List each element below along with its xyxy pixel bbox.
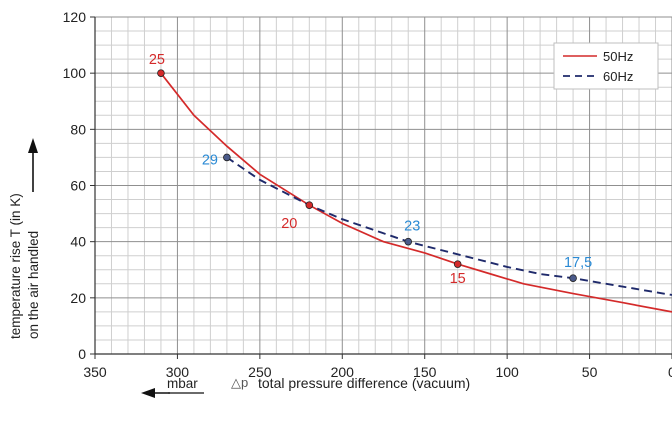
data-point-marker bbox=[157, 69, 165, 77]
x-axis-symbol: △p bbox=[231, 375, 248, 390]
x-tick-label: 150 bbox=[413, 364, 437, 380]
y-tick-label: 20 bbox=[70, 290, 86, 306]
data-point-label: 17,5 bbox=[564, 255, 592, 271]
data-point-label: 29 bbox=[202, 152, 218, 168]
x-tick-label: 100 bbox=[495, 364, 519, 380]
legend-label-50hz: 50Hz bbox=[603, 49, 633, 64]
x-tick-label: 50 bbox=[582, 364, 598, 380]
y-tick-label: 0 bbox=[78, 346, 86, 362]
series-line-50hz bbox=[160, 72, 672, 313]
y-tick-label: 60 bbox=[70, 178, 86, 194]
y-axis-label-line2: on the air handled bbox=[26, 231, 41, 339]
x-tick-labels: 350 300 250 200 150 100 50 0 bbox=[83, 364, 672, 380]
x-tick-label: 200 bbox=[331, 364, 355, 380]
y-tick-label: 120 bbox=[63, 9, 87, 25]
y-tick-label: 80 bbox=[70, 121, 86, 137]
y-axis-arrow-icon bbox=[28, 138, 38, 153]
series-line-60hz bbox=[226, 156, 672, 296]
x-axis-title: mbar △p total pressure difference (vacuu… bbox=[141, 375, 470, 398]
legend-label-60hz: 60Hz bbox=[603, 69, 633, 84]
axes bbox=[90, 16, 672, 359]
data-point-label: 25 bbox=[149, 52, 165, 68]
y-axis-label-line1: temperature rise T (in K) bbox=[8, 193, 23, 339]
data-point-label: 15 bbox=[450, 271, 466, 287]
x-axis-unit: mbar bbox=[167, 376, 198, 391]
y-tick-label: 100 bbox=[63, 65, 87, 81]
x-tick-label: 300 bbox=[166, 364, 190, 380]
x-tick-label: 350 bbox=[83, 364, 107, 380]
legend-box bbox=[553, 42, 659, 90]
y-tick-labels: 0 20 40 60 80 100 120 bbox=[63, 9, 87, 362]
data-point-label: 23 bbox=[404, 219, 420, 235]
x-axis-label: total pressure difference (vacuum) bbox=[258, 375, 470, 391]
y-axis-title: temperature rise T (in K) on the air han… bbox=[8, 138, 41, 339]
data-point-marker bbox=[453, 260, 462, 268]
data-point-marker bbox=[305, 201, 314, 209]
y-tick-label: 40 bbox=[70, 234, 86, 250]
x-tick-label: 250 bbox=[248, 364, 272, 380]
x-tick-label: 0 bbox=[668, 364, 672, 380]
series-layer bbox=[160, 72, 672, 313]
data-point-label: 20 bbox=[281, 216, 297, 232]
data-point-marker bbox=[569, 274, 577, 282]
data-point-marker bbox=[223, 153, 231, 162]
legend: 50Hz 60Hz bbox=[553, 42, 659, 90]
x-axis-arrow-icon bbox=[141, 388, 155, 398]
marker-layer: 25 20 15 29 23 17,5 bbox=[149, 52, 592, 287]
data-point-marker bbox=[404, 237, 413, 246]
